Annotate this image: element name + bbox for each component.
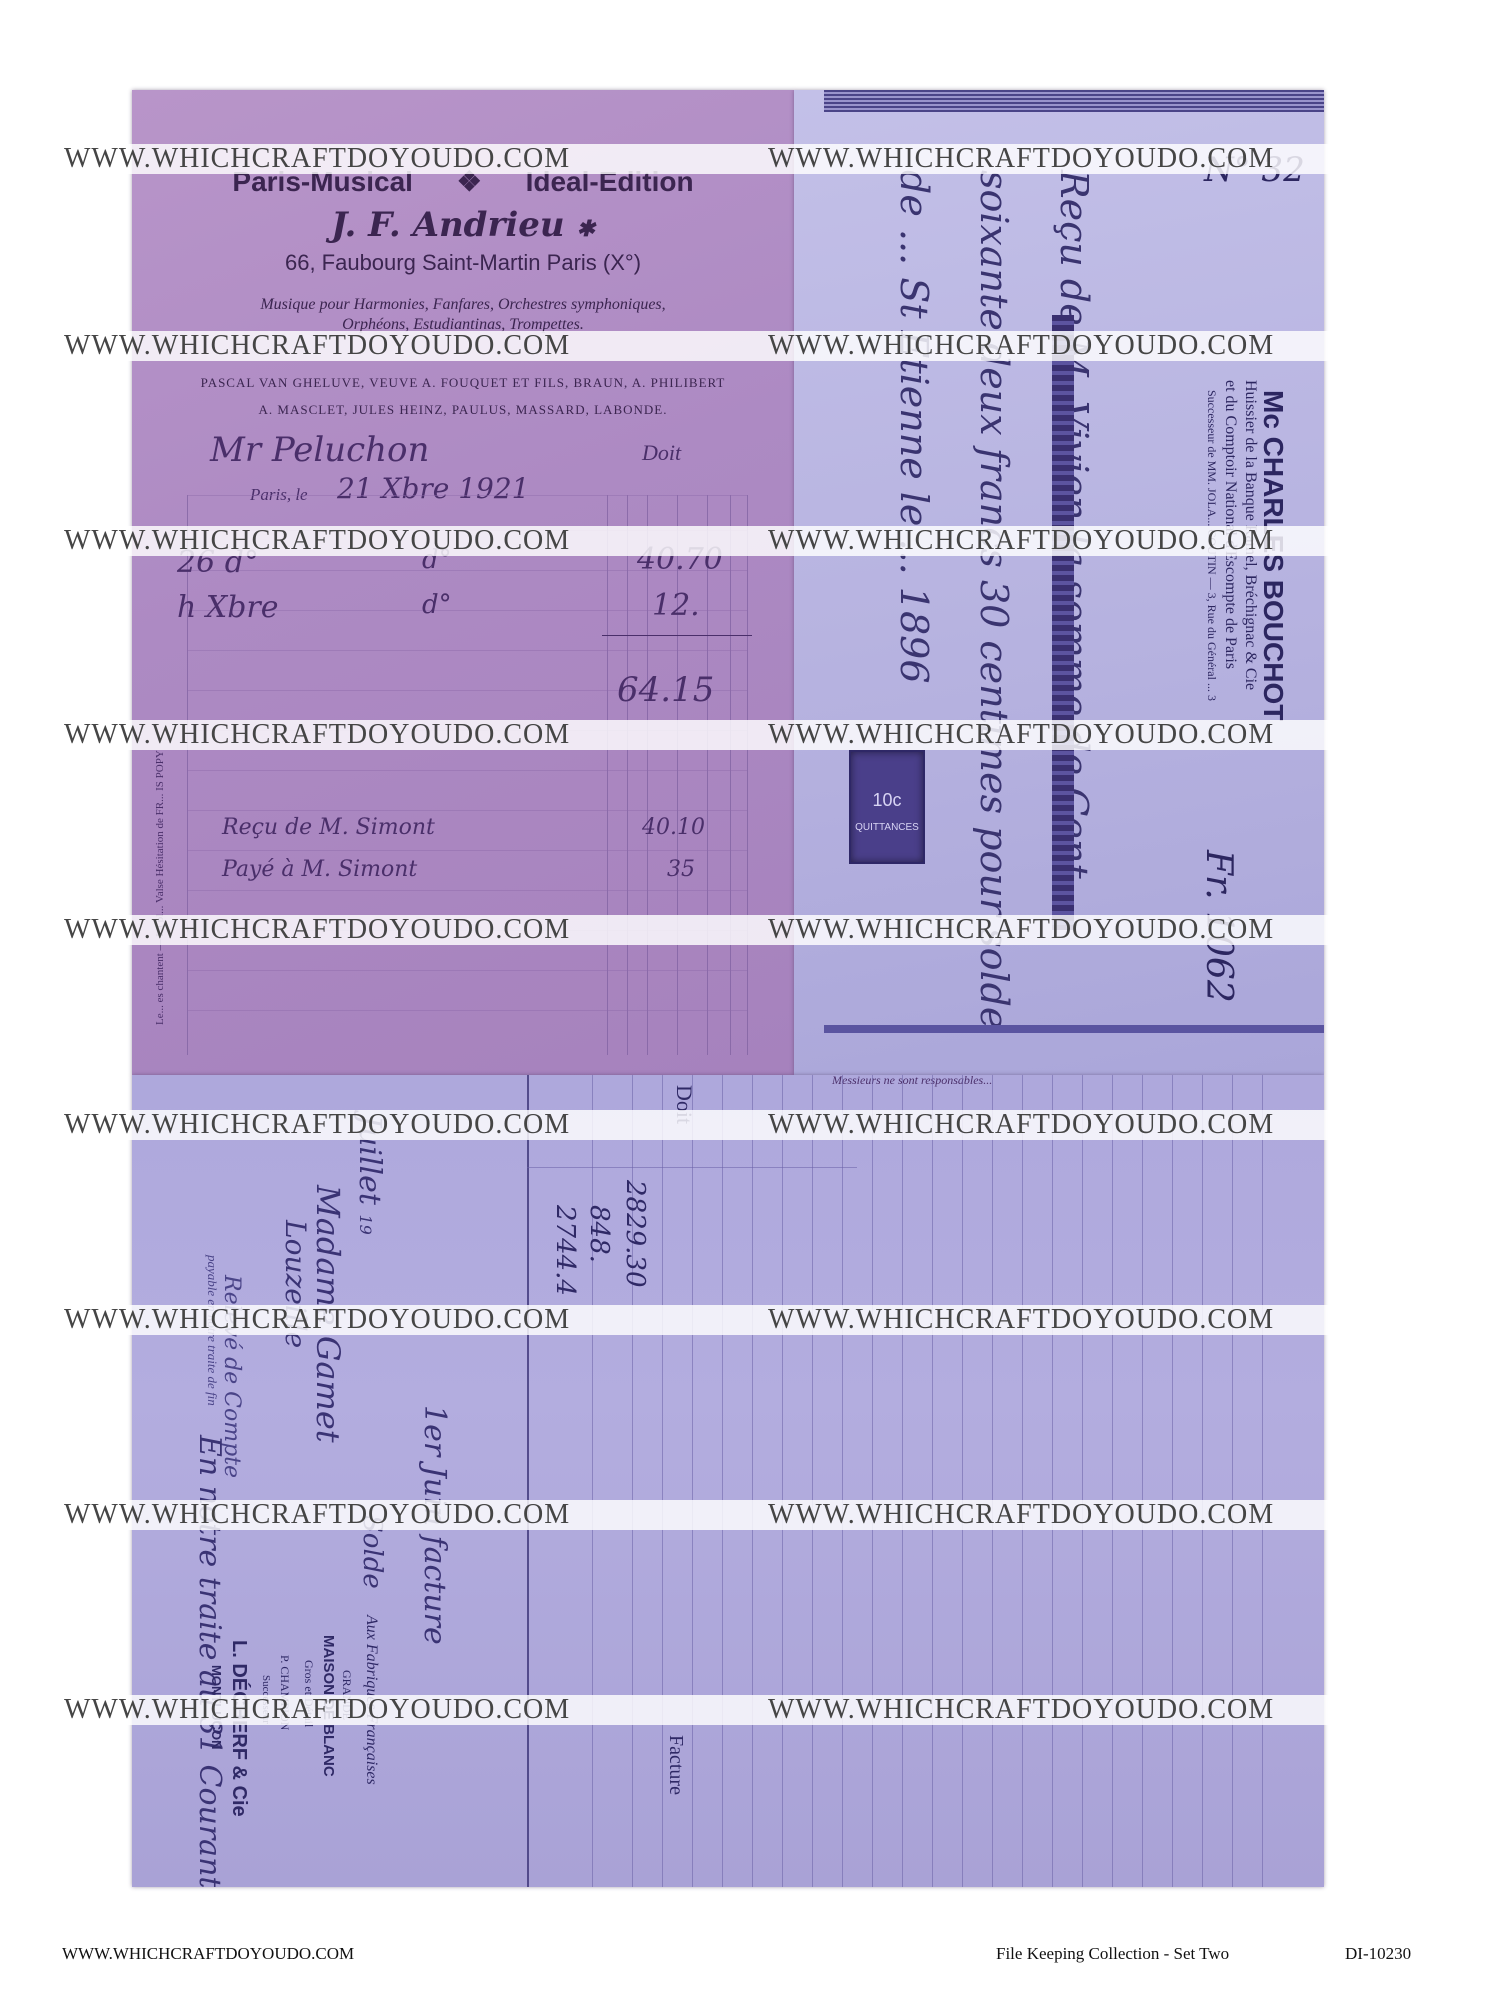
watermark-band: WWW.WHICHCRAFTDOYOUDO.COM WWW.WHICHCRAFTD…	[40, 914, 1460, 945]
firm-block: Aux Fabriques Françaises GRANDE MAISON D…	[132, 1615, 527, 1887]
footer-code: DI-10230	[1345, 1944, 1412, 1963]
amount-2: 848.	[584, 1205, 614, 1263]
publishers-line-2: A. MASCLET, JULES HEINZ, PAULUS, MASSARD…	[258, 402, 668, 417]
customer-name: Mr Peluchon	[210, 430, 430, 470]
ledger-rule	[527, 1075, 529, 1887]
ledger-rule	[842, 1075, 843, 1887]
note-1-text: Reçu de M. Simont	[222, 815, 435, 840]
bottom-border-band	[824, 1025, 1324, 1033]
invoice-date: 21 Xbre 1921	[337, 472, 530, 505]
ledger-rule	[632, 1075, 633, 1887]
music-line-2: Orphéons, Estudiantinas, Trompettes.	[342, 316, 584, 333]
watermark-band: WWW.WHICHCRAFTDOYOUDO.COM WWW.WHICHCRAFTD…	[40, 143, 1460, 174]
row-2-label: h Xbre	[177, 590, 279, 625]
merchant-address: 66, Faubourg Saint-Martin Paris (X°)	[284, 250, 642, 275]
watermark-band: WWW.WHICHCRAFTDOYOUDO.COM WWW.WHICHCRAFTD…	[40, 525, 1460, 556]
ledger-rule	[692, 1075, 693, 1887]
footer-collection: File Keeping Collection - Set Two	[996, 1944, 1230, 1963]
ledger-rule	[1112, 1075, 1113, 1887]
receipt-bouchot: N° 32 Mc CHARLES BOUCHOT Huissier de la …	[794, 90, 1324, 1075]
firm-line-7: L. DÉCHERF & Cie	[228, 1640, 250, 1817]
ledger-top-note: Messieurs ne sont responsables...	[832, 1075, 993, 1087]
note-2-amount: 35	[667, 857, 695, 882]
watermark-band: WWW.WHICHCRAFTDOYOUDO.COM WWW.WHICHCRAFTD…	[40, 1109, 1460, 1140]
total-rule	[602, 635, 752, 636]
note-2-text: Payé à M. Simont	[222, 857, 418, 882]
top-border-band	[824, 90, 1324, 112]
publishers-line-1: PASCAL VAN GHELUVE, VEUVE A. FOUQUET ET …	[200, 375, 726, 390]
ledger-rule	[592, 1075, 593, 1887]
tax-stamp: 10c QUITTANCES	[849, 750, 925, 864]
watermark-band: WWW.WHICHCRAFTDOYOUDO.COM WWW.WHICHCRAFTD…	[40, 1304, 1460, 1335]
ledger-rule	[1202, 1075, 1203, 1887]
music-description: Musique pour Harmonies, Fanfares, Orches…	[132, 295, 794, 335]
signature-stroke	[1052, 315, 1074, 930]
ledger-maison-de-blanc: Messieurs ne sont responsables... Doit 2…	[132, 1075, 1324, 1887]
facture-label: Facture	[665, 1735, 687, 1795]
ledger-rule	[872, 1075, 873, 1887]
amount-3: 2744.4	[550, 1205, 580, 1296]
ledger-rule	[962, 1075, 963, 1887]
ledger-rule	[992, 1075, 993, 1887]
ledger-rule	[607, 495, 608, 1055]
ledger-rule	[647, 495, 648, 1055]
ledger-rule	[707, 495, 708, 1055]
ledger-rule	[1022, 1075, 1023, 1887]
ledger-rule	[187, 495, 188, 1055]
watermark-band: WWW.WHICHCRAFTDOYOUDO.COM WWW.WHICHCRAFTD…	[40, 330, 1460, 361]
invoice-total: 64.15	[617, 670, 715, 710]
ledger-rule	[1262, 1075, 1263, 1887]
ledger-rule	[1052, 1075, 1053, 1887]
stamp-value: 10c	[872, 790, 902, 810]
footer-website: WWW.WHICHCRAFTDOYOUDO.COM	[62, 1944, 355, 1963]
ledger-rule	[932, 1075, 933, 1887]
ledger-rule	[1142, 1075, 1143, 1887]
watermark-band: WWW.WHICHCRAFTDOYOUDO.COM WWW.WHICHCRAFTD…	[40, 1499, 1460, 1530]
row-2-item: d°	[422, 590, 452, 620]
ledger-rule	[752, 1075, 753, 1887]
side-advert-text: Le... es chantent — La pl... Valse Hésit…	[154, 750, 166, 1025]
ledger-rule	[1172, 1075, 1173, 1887]
ledger-rule	[677, 495, 678, 1055]
ledger-rule	[722, 1075, 723, 1887]
amount-1: 2829.30	[620, 1180, 650, 1288]
ledger-rule	[902, 1075, 903, 1887]
row-2-amount: 12.	[652, 588, 700, 623]
ledger-rule	[1082, 1075, 1083, 1887]
watermark-band: WWW.WHICHCRAFTDOYOUDO.COM WWW.WHICHCRAFTD…	[40, 1694, 1460, 1725]
ledger-rule	[730, 495, 731, 1055]
ledger-rule	[747, 495, 748, 1055]
note-1-amount: 40.10	[642, 815, 705, 840]
date-prefix: Paris, le	[250, 485, 308, 504]
ledger-rule	[1232, 1075, 1233, 1887]
ledger-rule	[782, 1075, 783, 1887]
stamp-label: QUITTANCES	[855, 822, 919, 833]
ledger-rule	[812, 1075, 813, 1887]
merchant-name: J. F. Andrieu ✱	[331, 205, 595, 245]
ledger-rule	[627, 495, 628, 1055]
watermark-band: WWW.WHICHCRAFTDOYOUDO.COM WWW.WHICHCRAFTD…	[40, 719, 1460, 750]
ledger-rule	[662, 1075, 663, 1887]
music-line-1: Musique pour Harmonies, Fanfares, Orches…	[260, 296, 666, 313]
invoice-paris-musical: Paris-Musical ❖ Ideal-Edition J. F. Andr…	[132, 90, 794, 1075]
doit-label: Doit	[642, 440, 682, 465]
